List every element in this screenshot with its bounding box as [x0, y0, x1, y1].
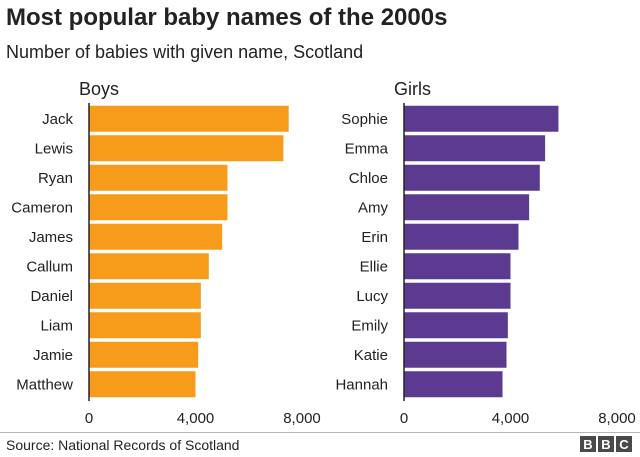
category-label-emma: Emma	[345, 140, 389, 157]
category-label-matthew: Matthew	[16, 376, 73, 393]
category-label-daniel: Daniel	[30, 288, 73, 305]
boys-tick-label: 8,000	[283, 410, 321, 427]
bbc-logo: B B C	[580, 436, 632, 452]
bar-liam	[89, 312, 201, 339]
bar-matthew	[89, 371, 196, 398]
category-label-ryan: Ryan	[38, 170, 73, 187]
bbc-logo-letter: B	[598, 436, 614, 452]
bar-jamie	[89, 341, 199, 368]
girls-tick-label: 0	[400, 410, 408, 427]
source-note: Source: National Records of Scotland	[6, 437, 240, 453]
bar-charts: Boys Jack Lewis Ryan Cameron James Callum Danie…	[11, 79, 636, 427]
bar-katie	[404, 341, 507, 368]
category-label-amy: Amy	[358, 199, 389, 216]
bar-ellie	[404, 253, 511, 280]
girls-tick-label: 8,000	[598, 410, 636, 427]
girls-panel-title: Girls	[394, 79, 431, 99]
bbc-logo-letter: C	[616, 436, 632, 452]
category-label-liam: Liam	[40, 317, 73, 334]
bar-chloe	[404, 164, 540, 191]
bar-daniel	[89, 282, 201, 309]
bar-emma	[404, 135, 546, 162]
bar-amy	[404, 194, 530, 221]
bar-jack	[89, 105, 289, 132]
bar-emily	[404, 312, 508, 339]
boys-tick-label: 4,000	[177, 410, 215, 427]
bar-lucy	[404, 282, 511, 309]
category-label-emily: Emily	[351, 317, 388, 334]
category-label-hannah: Hannah	[335, 376, 388, 393]
category-label-ellie: Ellie	[360, 258, 388, 275]
bar-lewis	[89, 135, 284, 162]
chart-title: Most popular baby names of the 2000s	[6, 4, 448, 31]
category-label-lewis: Lewis	[35, 140, 73, 157]
boys-tick-label: 0	[85, 410, 93, 427]
girls-tick-label: 4,000	[492, 410, 530, 427]
category-label-jack: Jack	[42, 111, 73, 128]
category-label-james: James	[29, 229, 73, 246]
bar-ryan	[89, 164, 228, 191]
category-label-jamie: Jamie	[33, 347, 73, 364]
bar-sophie	[404, 105, 559, 132]
category-label-katie: Katie	[354, 347, 388, 364]
category-label-lucy: Lucy	[356, 288, 388, 305]
category-label-sophie: Sophie	[341, 111, 388, 128]
boys-panel-title: Boys	[79, 79, 119, 99]
category-label-callum: Callum	[26, 258, 73, 275]
bar-callum	[89, 253, 209, 280]
bar-cameron	[89, 194, 228, 221]
footer-divider	[0, 432, 640, 433]
bbc-logo-letter: B	[580, 436, 596, 452]
bar-hannah	[404, 371, 503, 398]
chart-subtitle: Number of babies with given name, Scotla…	[6, 42, 364, 62]
category-label-chloe: Chloe	[349, 170, 388, 187]
bar-erin	[404, 223, 519, 250]
bar-james	[89, 223, 223, 250]
category-label-cameron: Cameron	[11, 199, 73, 216]
category-label-erin: Erin	[361, 229, 388, 246]
